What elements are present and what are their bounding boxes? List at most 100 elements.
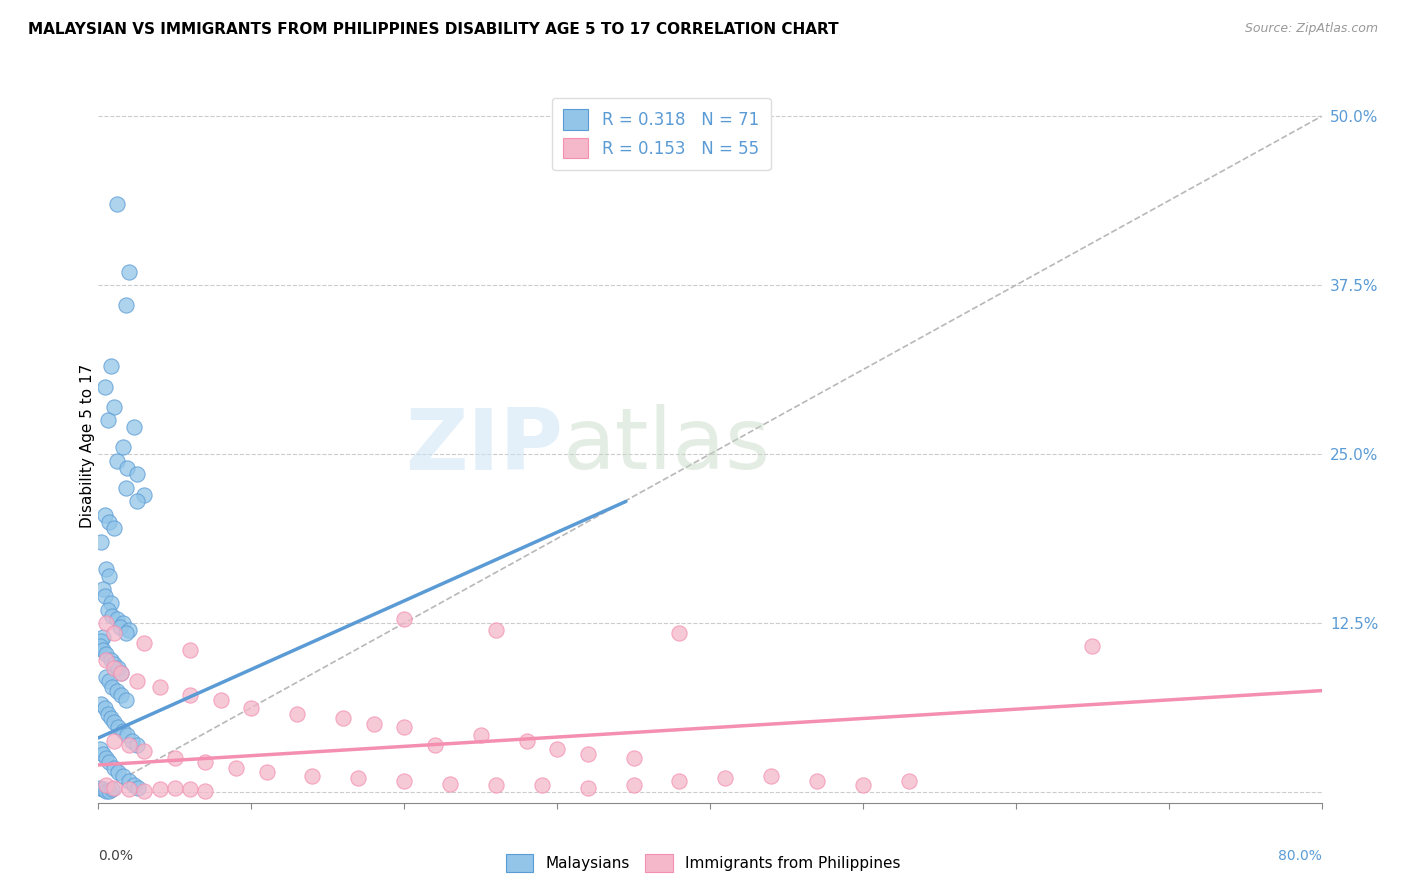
Point [94,562,117,576]
Point [103,521,125,535]
Point [363,717,385,731]
Point [101,609,124,624]
Point [179,688,201,702]
Point [94,751,117,765]
Point [90,633,112,648]
Point [1081,639,1104,653]
Point [485,778,508,792]
Point [98,756,121,770]
Point [110,666,132,681]
Point [94,652,117,666]
Text: MALAYSIAN VS IMMIGRANTS FROM PHILIPPINES DISABILITY AGE 5 TO 17 CORRELATION CHAR: MALAYSIAN VS IMMIGRANTS FROM PHILIPPINES… [28,22,839,37]
Point [107,720,129,734]
Point [94,647,117,661]
Point [108,620,131,634]
Text: 0.0%: 0.0% [98,849,134,863]
Point [118,738,141,752]
Point [110,688,132,702]
Point [134,636,156,650]
Point [149,680,172,694]
Point [89,741,111,756]
Point [94,615,117,630]
Point [115,625,138,640]
Point [93,508,115,522]
Point [103,625,125,640]
Point [101,680,124,694]
Point [240,701,263,715]
Point [134,488,156,502]
Point [125,674,148,689]
Point [668,625,690,640]
Legend: Malaysians, Immigrants from Philippines: Malaysians, Immigrants from Philippines [498,846,908,880]
Point [546,741,568,756]
Point [115,481,138,495]
Point [127,780,149,795]
Point [91,582,114,597]
Point [110,666,132,681]
Point [100,711,122,725]
Point [256,764,278,779]
Text: Source: ZipAtlas.com: Source: ZipAtlas.com [1244,22,1378,36]
Point [97,413,120,427]
Point [111,724,134,739]
Point [98,568,121,582]
Point [91,747,114,761]
Point [107,660,129,674]
Point [118,774,141,789]
Point [118,623,141,637]
Point [105,683,128,698]
Text: ZIP: ZIP [405,404,564,488]
Point [100,652,122,666]
Point [149,782,172,797]
Point [105,454,128,468]
Point [125,467,148,482]
Point [97,706,120,721]
Point [332,711,354,725]
Point [91,643,114,657]
Point [111,769,134,783]
Point [107,764,129,779]
Point [285,706,308,721]
Point [576,747,599,761]
Point [111,615,134,630]
Point [91,782,114,797]
Point [516,733,538,747]
Point [623,751,645,765]
Point [194,756,217,770]
Point [714,772,737,786]
Point [209,693,232,707]
Point [485,623,508,637]
Point [93,379,115,393]
Point [115,298,138,312]
Point [105,612,128,626]
Point [439,777,461,791]
Point [623,778,645,792]
Point [163,751,186,765]
Point [103,657,125,671]
Point [118,782,141,797]
Point [122,420,145,434]
Text: 80.0%: 80.0% [1278,849,1322,863]
Point [105,197,128,211]
Point [94,670,117,684]
Point [347,772,370,786]
Point [134,744,156,758]
Point [301,769,323,783]
Point [103,400,125,414]
Point [90,697,112,711]
Point [111,441,134,455]
Point [103,733,125,747]
Point [117,728,139,742]
Legend: R = 0.318   N = 71, R = 0.153   N = 55: R = 0.318 N = 71, R = 0.153 N = 55 [551,97,770,169]
Point [125,494,148,508]
Point [90,535,112,549]
Point [103,660,125,674]
Point [852,778,875,792]
Point [93,701,115,715]
Point [98,515,121,529]
Point [89,780,111,795]
Point [179,782,201,797]
Point [897,774,920,789]
Point [668,774,690,789]
Point [103,714,125,729]
